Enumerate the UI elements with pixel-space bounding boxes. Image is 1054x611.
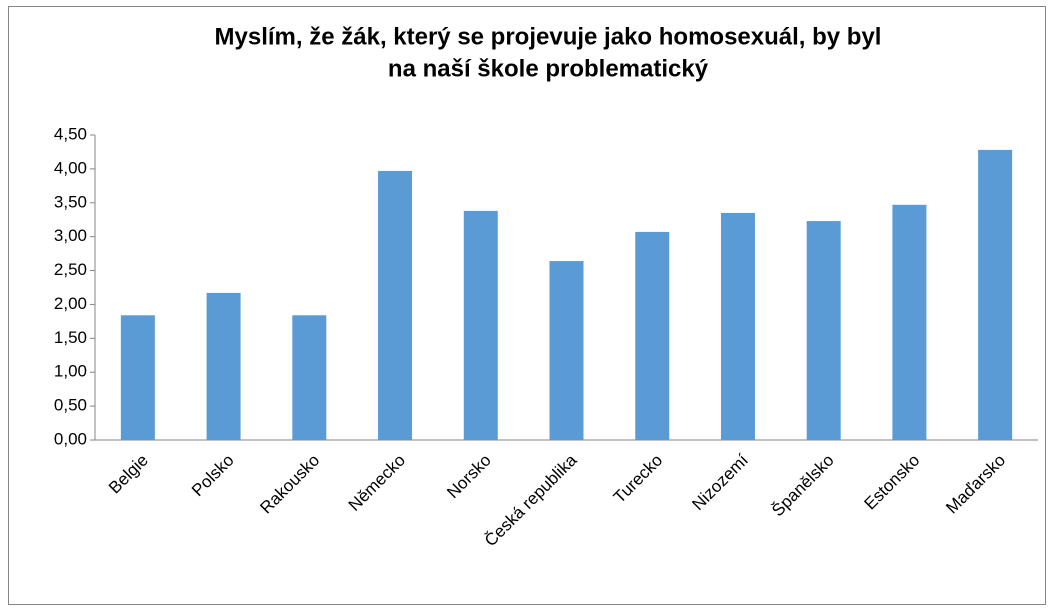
- bar: [463, 210, 498, 440]
- chart-border: [8, 6, 1046, 605]
- bar: [978, 149, 1013, 440]
- y-tick-label: 4,50: [54, 124, 87, 143]
- bar: [720, 212, 755, 440]
- chart-title: Myslím, že žák, který se projevuje jako …: [215, 23, 882, 50]
- bar: [378, 170, 413, 440]
- bar: [120, 315, 155, 440]
- y-tick-label: 2,00: [54, 294, 87, 313]
- y-tick-label: 1,50: [54, 328, 87, 347]
- bar: [806, 221, 841, 440]
- bar: [292, 315, 327, 440]
- y-tick-label: 0,00: [54, 429, 87, 448]
- y-tick-label: 2,50: [54, 260, 87, 279]
- bar: [892, 204, 927, 440]
- y-tick-label: 0,50: [54, 396, 87, 415]
- bar: [635, 231, 670, 440]
- y-tick-label: 3,50: [54, 192, 87, 211]
- bar: [549, 261, 584, 440]
- y-tick-label: 1,00: [54, 362, 87, 381]
- y-tick-label: 4,00: [54, 158, 87, 177]
- chart-title: na naší škole problematický: [388, 55, 709, 82]
- bar: [206, 292, 241, 440]
- y-tick-label: 3,00: [54, 226, 87, 245]
